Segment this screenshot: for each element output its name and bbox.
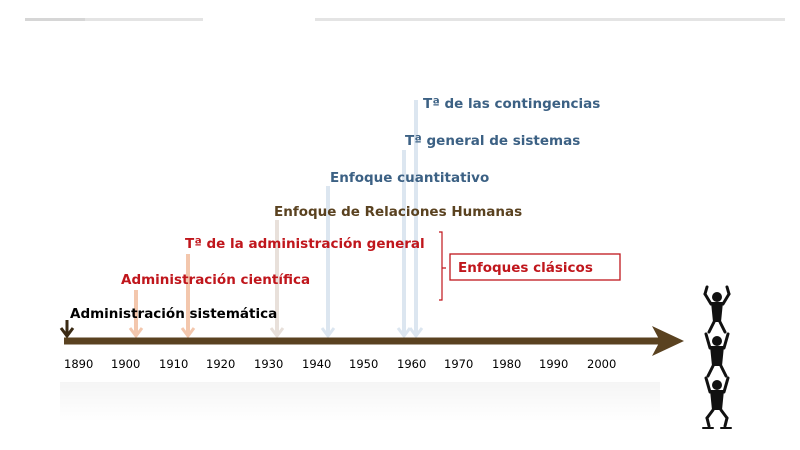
arrowhead-sistematica [59, 327, 75, 339]
tick-1950: 1950 [349, 357, 378, 371]
tab-strip-segment [25, 18, 85, 21]
classic-group-label: Enfoques clásicos [458, 260, 593, 276]
classic-bracket [439, 231, 446, 301]
arrowhead-relaciones [269, 327, 285, 339]
arrowhead-general [180, 327, 196, 339]
label-sistematica: Administración sistemática [70, 306, 277, 322]
label-sistemas: Tª general de sistemas [405, 133, 580, 149]
tick-1920: 1920 [206, 357, 235, 371]
tick-1940: 1940 [302, 357, 331, 371]
tick-1890: 1890 [64, 357, 93, 371]
label-relaciones: Enfoque de Relaciones Humanas [274, 204, 522, 220]
tick-1970: 1970 [444, 357, 473, 371]
tick-2000: 2000 [587, 357, 616, 371]
event-labels: Tª de las contingencias Tª general de si… [70, 96, 600, 322]
arrowhead-cientifica [128, 327, 144, 339]
label-cuantitativo: Enfoque cuantitativo [330, 170, 489, 186]
tab-strip-gap [203, 18, 315, 21]
timeline-reflection [60, 382, 660, 422]
tick-1910: 1910 [159, 357, 188, 371]
label-general: Tª de la administración general [185, 236, 425, 252]
tick-1990: 1990 [539, 357, 568, 371]
tick-1960: 1960 [397, 357, 426, 371]
tick-1980: 1980 [492, 357, 521, 371]
classic-group-box [449, 253, 621, 281]
arrowhead-sistemas [396, 327, 412, 339]
timeline-arrowhead [652, 326, 684, 356]
stacked-people-illustration [702, 285, 732, 429]
tick-1930: 1930 [254, 357, 283, 371]
label-cientifica: Administración científica [121, 272, 310, 288]
arrowhead-contingencias [408, 327, 424, 339]
tick-1900: 1900 [111, 357, 140, 371]
event-markers [59, 100, 424, 339]
year-ticks: 1890 1900 1910 1920 1930 1940 1950 1960 … [64, 357, 616, 371]
tab-strip [25, 18, 785, 21]
label-contingencias: Tª de las contingencias [423, 96, 600, 112]
arrowhead-cuantitativo [320, 327, 336, 339]
